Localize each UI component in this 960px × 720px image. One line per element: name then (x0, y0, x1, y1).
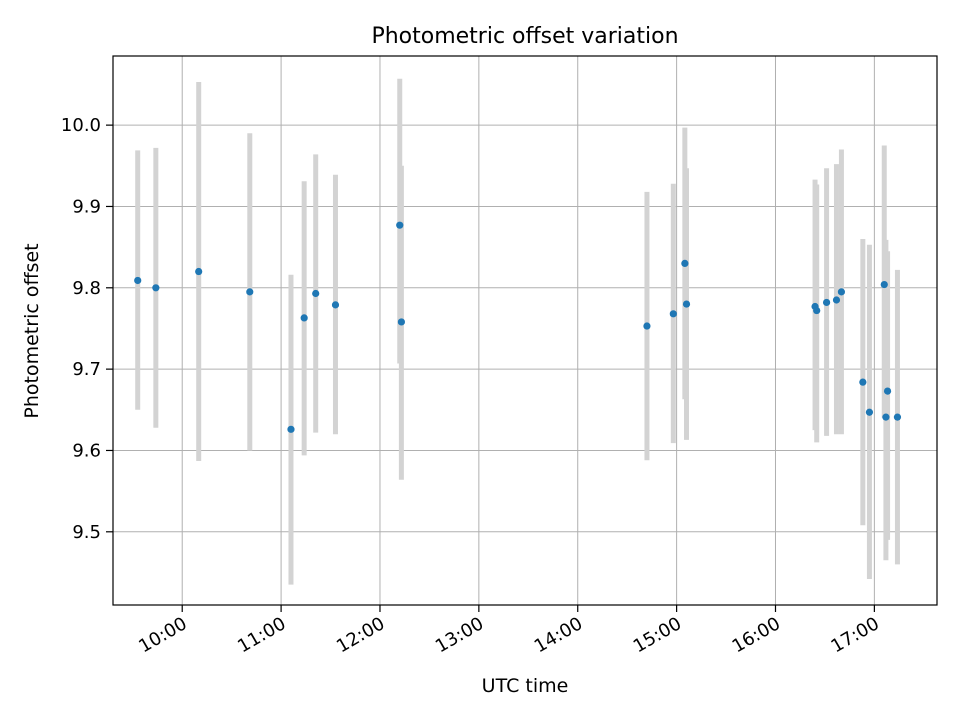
data-point (682, 300, 691, 308)
data-point (880, 280, 888, 289)
y-tick-label: 10.0 (61, 115, 101, 136)
y-tick-label: 9.8 (72, 278, 101, 299)
y-axis-label: Photometric offset (21, 243, 43, 418)
y-tick-label: 9.5 (72, 522, 101, 543)
plot-frame (112, 55, 938, 606)
data-points (134, 221, 902, 433)
data-point (643, 322, 651, 330)
data-point (669, 310, 677, 318)
data-point (134, 276, 142, 285)
y-tick-label: 9.9 (72, 196, 101, 217)
data-point (246, 288, 254, 296)
data-point (681, 259, 689, 267)
data-point (300, 314, 308, 322)
data-point (397, 318, 405, 326)
data-point (865, 408, 874, 416)
data-point (152, 284, 160, 292)
data-point (832, 296, 841, 304)
data-point (287, 425, 295, 433)
chart-title: Photometric offset variation (371, 24, 678, 49)
data-point (893, 413, 902, 421)
data-point (396, 221, 404, 229)
data-point (859, 378, 867, 386)
data-point (883, 387, 892, 395)
data-point (822, 298, 831, 307)
data-point (837, 288, 846, 296)
y-tick-label: 9.7 (72, 359, 101, 380)
y-axis-ticks: 9.5 9.6 9.7 9.8 9.9 10.0 (61, 115, 113, 543)
x-axis-label: UTC time (482, 675, 569, 697)
data-point (195, 267, 203, 276)
data-point (312, 289, 320, 298)
data-point (331, 301, 340, 309)
data-point (813, 306, 821, 315)
data-point (882, 413, 890, 421)
y-tick-label: 9.6 (72, 440, 101, 461)
